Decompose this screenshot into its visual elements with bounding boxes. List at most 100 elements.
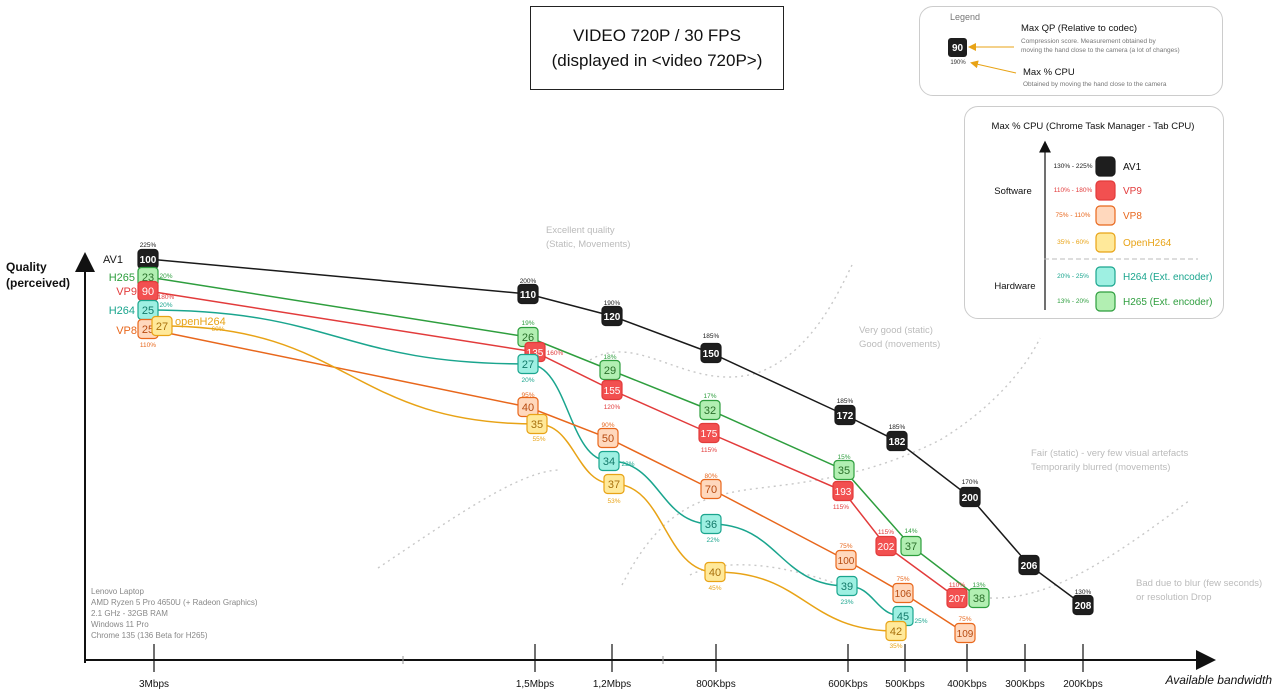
machine-line: AMD Ryzen 5 Pro 4650U (+ Radeon Graphics…	[91, 598, 258, 607]
svg-text:VP9: VP9	[1123, 186, 1142, 197]
cpu-label: 13%	[972, 582, 985, 589]
data-value: 208	[1075, 601, 1092, 612]
machine-line: 2.1 GHz - 32GB RAM	[91, 609, 168, 618]
legend-sample-cpu: 190%	[950, 60, 966, 66]
data-value: 25	[142, 305, 154, 317]
data-point-h264: 34	[598, 450, 620, 472]
data-point-vp9: 175	[698, 422, 720, 444]
cpu-label: 110%	[949, 582, 965, 589]
data-point-vp9: 193	[832, 480, 854, 502]
series-line-h264	[147, 309, 904, 617]
data-point-vp8: 40	[517, 396, 539, 418]
data-value: 90	[142, 286, 154, 298]
cpu-row-h265: 13% - 20% H265 (Ext. encoder)	[1057, 291, 1213, 312]
series-line-vp9	[147, 290, 958, 599]
x-tick-label: 1,5Mbps	[516, 679, 554, 690]
cpu-label: 14%	[904, 528, 917, 535]
data-value: 38	[973, 593, 985, 605]
cpu-label: 18%	[603, 354, 616, 361]
cpu-label: 160%	[547, 350, 564, 357]
svg-text:AV1: AV1	[1123, 162, 1142, 173]
zone-text: Fair (static) - very few visual artefact…	[1031, 448, 1189, 459]
data-value: 135	[527, 348, 544, 359]
data-value: 40	[522, 402, 534, 414]
x-tick-label: 400Kbps	[947, 679, 986, 690]
svg-text:OpenH264: OpenH264	[1123, 238, 1172, 249]
cpu-label: 75%	[839, 543, 852, 550]
hardware-label: Hardware	[994, 281, 1035, 292]
cpu-label: 22%	[706, 537, 719, 544]
series-label-h264: H264	[109, 305, 135, 317]
data-value: 110	[520, 290, 537, 301]
y-axis-label: (perceived)	[6, 276, 70, 290]
data-point-openh264: 27	[151, 315, 173, 337]
data-point-h264: 39	[836, 575, 858, 597]
cpu-label: 15%	[837, 454, 850, 461]
cpu-label: 115%	[878, 529, 894, 536]
data-value: 172	[837, 411, 854, 422]
data-value: 37	[905, 541, 917, 553]
data-value: 207	[949, 594, 966, 605]
data-value: 175	[701, 429, 718, 440]
legend-qp-desc: moving the hand close to the camera (a l…	[1021, 47, 1180, 54]
series-label-h265: H265	[109, 272, 135, 284]
x-tick-label: 800Kbps	[696, 679, 735, 690]
x-tick-label: 200Kbps	[1063, 679, 1102, 690]
svg-text:75% - 110%: 75% - 110%	[1056, 212, 1091, 219]
cpu-panel-title: Max % CPU (Chrome Task Manager - Tab CPU…	[992, 121, 1195, 132]
cpu-label: 90%	[601, 422, 614, 429]
series-label-vp9: VP9	[116, 286, 137, 298]
zone-text: Very good (static)	[859, 325, 933, 336]
cpu-label: 185%	[889, 424, 906, 431]
cpu-panel	[964, 106, 1224, 319]
chart-title-line2: (displayed in <video 720P>)	[551, 51, 763, 70]
zone-bad-label: Bad due to blur (few seconds) or resolut…	[1136, 577, 1262, 605]
svg-text:H265 (Ext. encoder): H265 (Ext. encoder)	[1123, 297, 1213, 308]
machine-info: Lenovo Laptop AMD Ryzen 5 Pro 4650U (+ R…	[91, 586, 258, 641]
data-value: 106	[895, 589, 912, 600]
data-point-av1: 182	[886, 430, 908, 452]
cpu-label: 95%	[521, 392, 534, 399]
cpu-label: 22%	[621, 461, 634, 468]
data-point-h265: 38	[968, 587, 990, 609]
data-point-av1: 120	[601, 305, 623, 327]
zone-text: Excellent quality	[546, 225, 615, 236]
data-value: 109	[957, 629, 974, 640]
cpu-label: 75%	[958, 616, 971, 623]
data-value: 29	[604, 365, 616, 377]
data-point-vp8: 100	[835, 549, 857, 571]
data-value: 150	[703, 349, 720, 360]
y-axis-label: Quality	[6, 260, 47, 274]
svg-text:35% - 60%: 35% - 60%	[1057, 239, 1089, 246]
data-point-openh264: 42	[885, 620, 907, 642]
legend-qp-title: Max QP (Relative to codec)	[1021, 23, 1137, 34]
legend-cpu-title: Max % CPU	[1023, 67, 1075, 78]
data-point-openh264: 40	[704, 561, 726, 583]
zone-text: Bad due to blur (few seconds)	[1136, 578, 1263, 589]
data-point-vp8: 106	[892, 582, 914, 604]
data-value: 27	[522, 359, 534, 371]
cpu-label: 19%	[521, 320, 534, 327]
cpu-label: 190%	[604, 300, 621, 307]
data-value: 50	[602, 433, 614, 445]
legend-qp-desc: Compression score. Measurement obtained …	[1021, 38, 1157, 45]
cpu-label: 25%	[914, 618, 927, 625]
data-value: 45	[897, 611, 909, 623]
legend-sample-box: 90	[948, 38, 967, 57]
chart-title-line1: VIDEO 720P / 30 FPS	[573, 26, 741, 45]
data-point-av1: 200	[959, 486, 981, 508]
data-point-h265: 29	[599, 359, 621, 381]
cpu-label: 180%	[158, 294, 175, 301]
machine-line: Windows 11 Pro	[91, 620, 149, 629]
data-value: 27	[156, 321, 168, 333]
x-tick-label: 3Mbps	[139, 679, 169, 690]
svg-text:13% - 20%: 13% - 20%	[1057, 298, 1089, 305]
data-value: 36	[705, 519, 717, 531]
machine-line: Lenovo Laptop	[91, 587, 144, 596]
data-value: 34	[603, 456, 615, 468]
zone-excellent-label: Excellent quality (Static, Movements)	[546, 224, 630, 252]
data-point-av1: 100	[137, 248, 159, 270]
cpu-label: 20%	[159, 302, 172, 309]
zone-text: or resolution Drop	[1136, 592, 1212, 603]
data-point-vp8: 50	[597, 427, 619, 449]
